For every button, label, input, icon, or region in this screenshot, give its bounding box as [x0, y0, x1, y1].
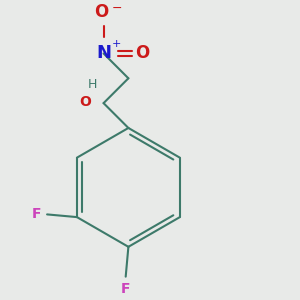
Text: F: F	[121, 282, 130, 296]
Text: N: N	[96, 44, 111, 62]
Text: O: O	[80, 95, 92, 109]
Text: F: F	[32, 207, 42, 221]
Text: +: +	[112, 39, 121, 49]
Text: −: −	[112, 2, 122, 15]
Text: H: H	[88, 78, 98, 91]
Text: O: O	[135, 44, 149, 62]
Text: O: O	[94, 3, 108, 21]
